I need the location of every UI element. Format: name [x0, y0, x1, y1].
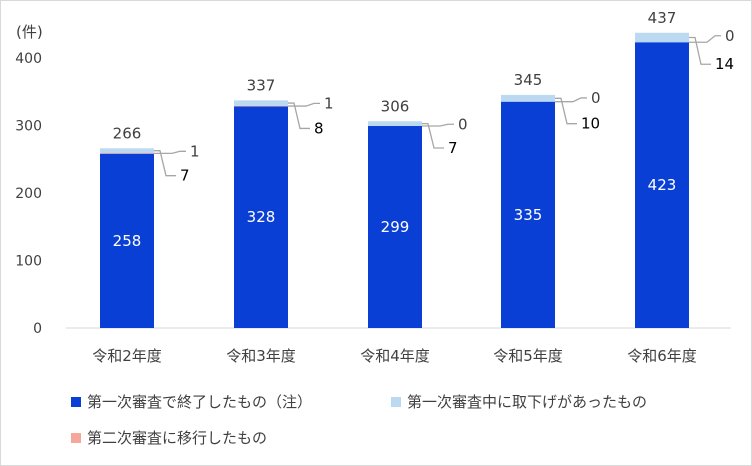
- leader-line-withdrawn: [288, 102, 310, 130]
- legend-item-second-review: 第二次審査に移行したもの: [71, 427, 267, 448]
- bar-segment-second-review: [100, 153, 154, 154]
- legend-item-first-review-ended: 第一次審査で終了したもの（注）: [71, 391, 312, 412]
- legend-label: 第二次審査に移行したもの: [87, 429, 268, 447]
- bar-segment-first-review: [368, 126, 422, 329]
- bar-segment-first-review: [635, 42, 689, 329]
- data-label-withdrawn: 7: [448, 139, 458, 157]
- leader-line-withdrawn: [689, 36, 711, 65]
- bar-segment-second-review: [234, 105, 288, 107]
- legend-item-withdrawn: 第一次審査中に取下げがあったもの: [391, 391, 647, 412]
- x-tick-label: 令和4年度: [360, 347, 430, 365]
- bar-segment-first-review: [234, 106, 288, 328]
- y-tick-label: 300: [15, 118, 42, 134]
- data-label-first-review: 335: [514, 206, 543, 224]
- leader-line-second-review: [422, 123, 454, 127]
- leader-line-second-review: [689, 35, 721, 43]
- leader-line-second-review: [555, 97, 587, 103]
- data-label-first-review: 299: [381, 218, 410, 236]
- bar-segment-withdrawn: [234, 100, 288, 106]
- leader-line-second-review: [154, 150, 186, 155]
- data-label-total: 306: [381, 97, 410, 115]
- legend-label: 第一次審査で終了したもの（注）: [87, 393, 313, 411]
- legend-swatch: [71, 396, 81, 407]
- y-unit-label: (件): [16, 23, 43, 41]
- bar-segment-withdrawn: [100, 148, 154, 154]
- x-tick-label: 令和6年度: [627, 347, 697, 365]
- data-label-second-review: 0: [725, 27, 735, 45]
- legend-label: 第一次審査中に取下げがあったもの: [407, 393, 648, 411]
- data-label-first-review: 258: [113, 232, 142, 250]
- leader-line-withdrawn: [154, 150, 176, 177]
- data-label-total: 437: [648, 9, 677, 27]
- x-tick-label: 令和3年度: [226, 347, 296, 365]
- leader-line-second-review: [288, 102, 320, 107]
- leader-line-withdrawn: [422, 122, 444, 149]
- data-label-total: 337: [247, 76, 276, 94]
- data-label-first-review: 423: [648, 176, 677, 194]
- data-label-first-review: 328: [247, 208, 276, 226]
- bar-segment-first-review: [100, 153, 154, 328]
- y-tick-label: 100: [15, 253, 42, 269]
- bar-segment-withdrawn: [635, 32, 689, 43]
- data-label-total: 345: [514, 71, 543, 89]
- y-tick-label: 400: [15, 51, 42, 67]
- data-label-withdrawn: 7: [180, 167, 190, 185]
- legend-swatch: [391, 396, 401, 407]
- legend-swatch: [71, 432, 81, 443]
- data-label-second-review: 1: [324, 94, 334, 112]
- data-label-second-review: 0: [458, 115, 468, 133]
- data-label-second-review: 1: [190, 142, 200, 160]
- bar-segment-first-review: [501, 101, 555, 328]
- x-tick-label: 令和2年度: [92, 347, 162, 365]
- bar-segment-withdrawn: [501, 94, 555, 102]
- y-tick-label: 200: [15, 186, 42, 202]
- x-tick-label: 令和5年度: [493, 347, 563, 365]
- leader-line-withdrawn: [555, 97, 577, 125]
- data-label-withdrawn: 10: [581, 115, 600, 133]
- data-label-withdrawn: 14: [715, 55, 734, 73]
- data-label-total: 266: [113, 124, 142, 142]
- data-label-second-review: 0: [591, 89, 601, 107]
- bar-segment-withdrawn: [368, 121, 422, 127]
- y-tick-label: 0: [33, 321, 42, 337]
- data-label-withdrawn: 8: [314, 119, 324, 137]
